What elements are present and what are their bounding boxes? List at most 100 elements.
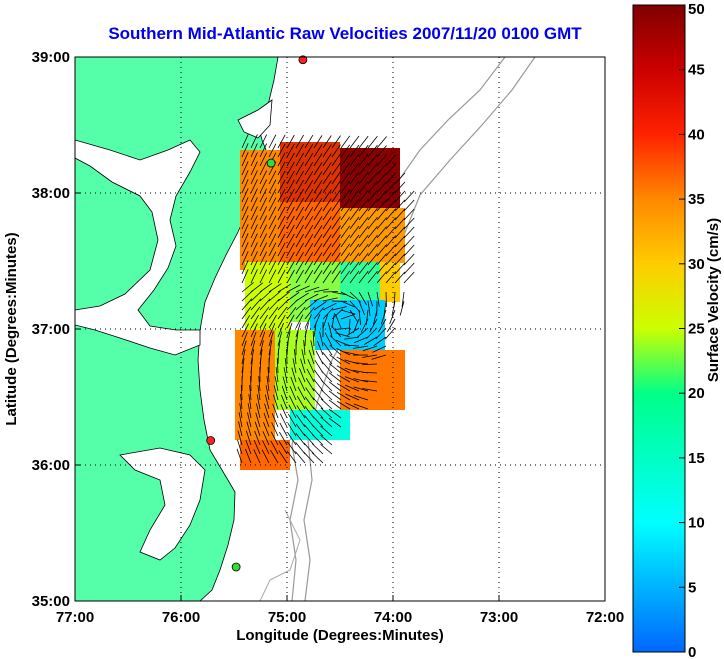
velocity-vector	[268, 143, 277, 158]
velocity-vector	[249, 385, 252, 401]
velocity-vector	[272, 394, 279, 410]
velocity-vector	[358, 171, 369, 185]
velocity-vector	[259, 331, 266, 347]
velocity-vector	[286, 299, 299, 311]
velocity-vector	[344, 359, 360, 365]
velocity-vector	[250, 323, 258, 338]
velocity-vector	[295, 161, 304, 176]
velocity-vector	[277, 322, 284, 338]
velocity-vector	[335, 313, 342, 329]
velocity-vector	[331, 234, 341, 248]
velocity-vector	[336, 348, 351, 356]
velocity-vector	[241, 260, 249, 275]
velocity-vector	[358, 234, 369, 248]
velocity-vector	[349, 252, 360, 266]
velocity-vector	[313, 243, 323, 257]
velocity-vector	[328, 408, 342, 419]
velocity-vector	[340, 291, 355, 300]
velocity-vector	[373, 309, 378, 325]
velocity-vector	[250, 260, 258, 275]
velocity-vector	[295, 299, 308, 311]
velocity-vector	[304, 198, 314, 212]
velocity-vector	[287, 441, 297, 455]
velocity-vector	[340, 198, 351, 212]
velocity-vector	[268, 224, 277, 239]
velocity-vector	[279, 413, 288, 428]
velocity-vector	[263, 421, 270, 437]
velocity-vector	[286, 170, 295, 185]
velocity-vector	[259, 251, 268, 266]
velocity-vector	[313, 171, 323, 185]
velocity-vector	[264, 403, 270, 419]
velocity-vector	[345, 393, 360, 401]
velocity-vector	[353, 345, 369, 349]
velocity-vector	[373, 336, 387, 347]
velocity-vector	[358, 153, 369, 167]
velocity-vector	[358, 135, 369, 149]
velocity-vector	[250, 242, 258, 257]
velocity-vector	[298, 377, 306, 392]
velocity-vector	[289, 395, 297, 410]
velocity-vector	[331, 252, 341, 266]
velocity-vector	[295, 197, 304, 212]
velocity-vector	[250, 197, 258, 212]
velocity-vector	[372, 345, 387, 353]
velocity-vector	[403, 253, 415, 266]
velocity-vector	[349, 300, 361, 313]
velocity-vector	[349, 180, 360, 194]
velocity-vector	[389, 309, 396, 325]
velocity-vector	[286, 206, 295, 221]
velocity-vector	[278, 441, 288, 455]
velocity-vector	[322, 153, 332, 167]
velocity-vector	[313, 225, 323, 239]
velocity-vector	[313, 234, 323, 248]
station-marker	[266, 158, 276, 168]
velocity-vector	[340, 171, 351, 185]
velocity-vector	[385, 154, 397, 167]
colorbar-tick-label: 30	[688, 256, 705, 273]
velocity-vector	[358, 291, 367, 306]
velocity-vector	[291, 367, 297, 383]
velocity-vector	[304, 396, 315, 410]
velocity-vector	[241, 306, 252, 320]
velocity-vector	[319, 331, 324, 347]
velocity-vector	[367, 253, 378, 266]
velocity-vector	[331, 306, 347, 311]
velocity-vector	[241, 282, 254, 293]
velocity-vector	[313, 295, 329, 302]
velocity-vector	[385, 163, 397, 176]
velocity-vector	[360, 318, 369, 333]
velocity-vector	[259, 290, 272, 302]
velocity-vector	[313, 252, 323, 266]
velocity-vector	[361, 372, 378, 374]
velocity-vector	[277, 251, 286, 266]
velocity-vector	[322, 189, 332, 203]
velocity-vector	[253, 440, 261, 455]
velocity-vector	[358, 300, 365, 316]
velocity-vector	[250, 290, 263, 302]
velocity-vector	[367, 244, 378, 257]
velocity-vector	[367, 181, 378, 194]
velocity-vector	[363, 336, 378, 345]
velocity-vector	[313, 162, 323, 176]
velocity-vector	[394, 217, 406, 230]
velocity-vector	[331, 207, 341, 221]
velocity-vector	[317, 340, 324, 356]
colorbar-tick-label: 25	[688, 321, 705, 338]
velocity-vector	[292, 358, 297, 374]
velocity-vector	[331, 300, 348, 303]
velocity-vector	[250, 269, 258, 284]
velocity-vector	[304, 261, 314, 275]
velocity-vector	[268, 134, 277, 149]
velocity-vector	[344, 336, 360, 340]
velocity-vector	[322, 313, 329, 329]
velocity-vector	[304, 216, 314, 230]
velocity-vector	[331, 189, 341, 203]
velocity-vector	[358, 207, 369, 221]
y-axis-ticks: 39:00 38:00 37:00 36:00 35:00	[32, 49, 81, 610]
velocity-vector	[344, 376, 360, 383]
velocity-vector	[295, 242, 304, 257]
velocity-vector	[263, 412, 270, 428]
